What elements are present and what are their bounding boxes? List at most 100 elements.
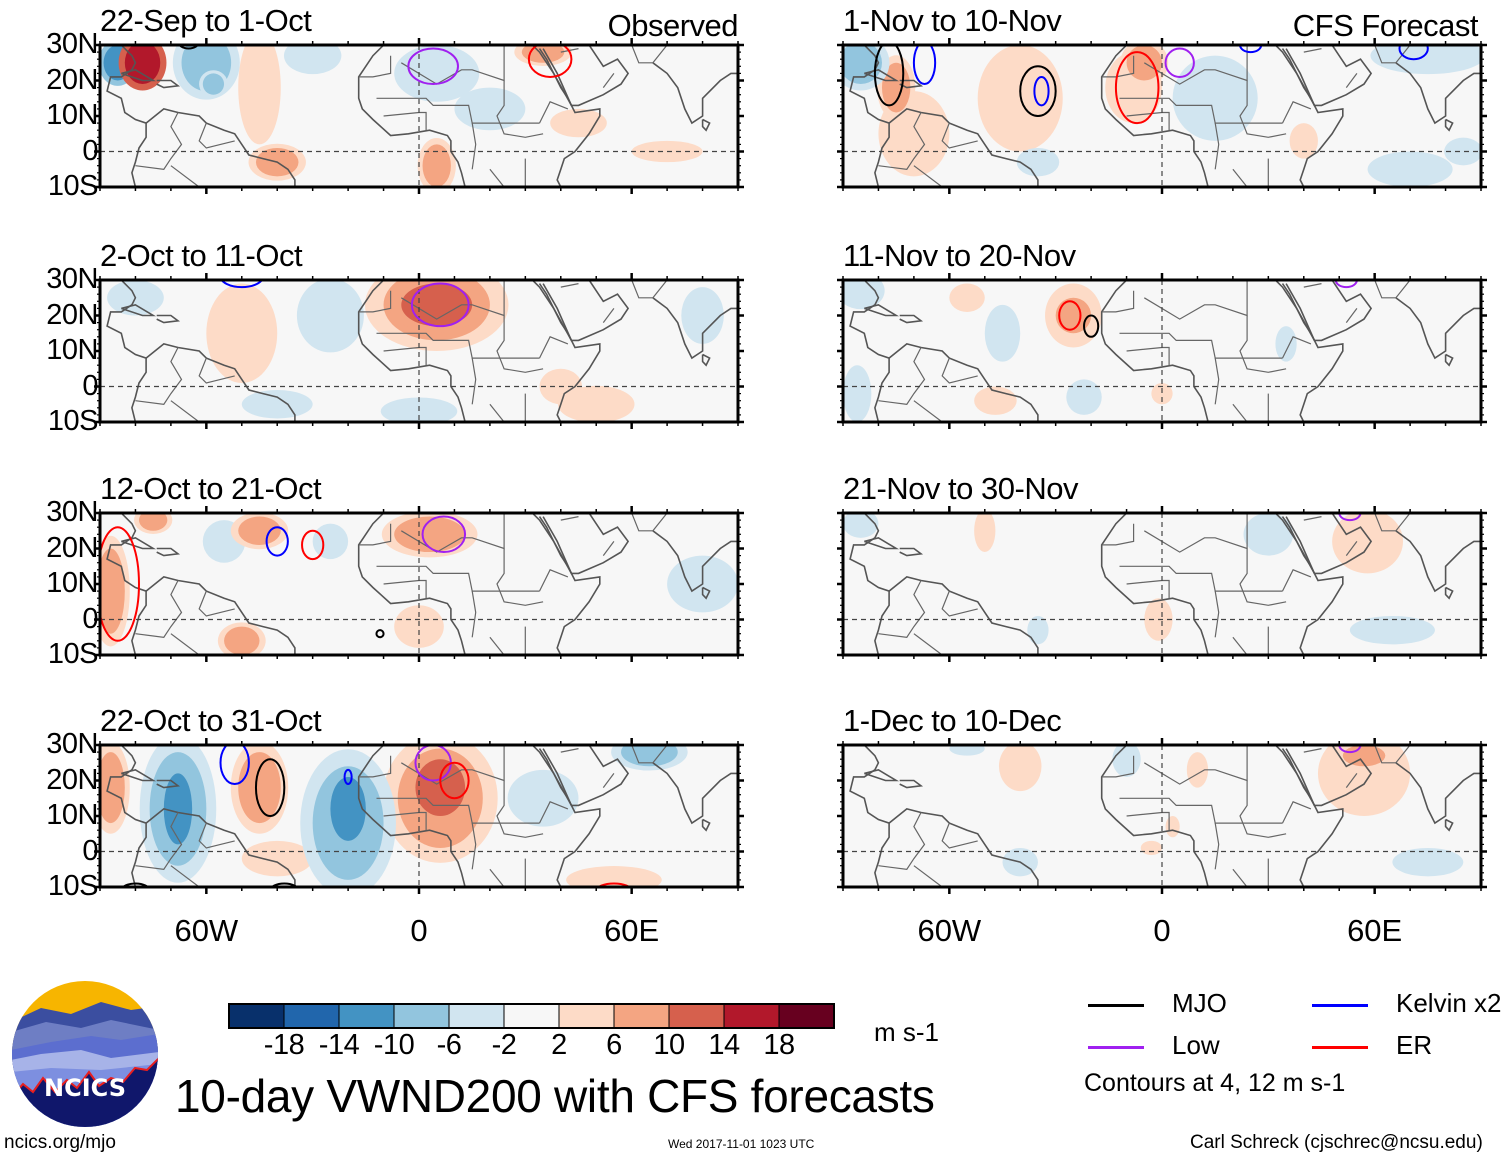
anomaly-region: [206, 283, 278, 383]
coastline: [1285, 280, 1373, 342]
anomaly-region: [241, 390, 313, 419]
coastline: [701, 586, 711, 600]
contour-kelvin-x2: [265, 526, 289, 557]
anomaly-region: [1332, 513, 1404, 574]
coastline: [1395, 530, 1481, 593]
legend-label: Low: [1172, 1030, 1220, 1060]
timestamp: Wed 2017-11-01 1023 UTC: [668, 1137, 815, 1151]
anomaly-region: [454, 87, 526, 131]
anomaly-region: [1112, 745, 1141, 777]
coastline: [1336, 894, 1340, 905]
y-tick-label: 10N: [46, 567, 98, 599]
country-border: [1143, 45, 1248, 85]
x-tick-label: 0: [410, 913, 428, 948]
country-border: [1101, 523, 1135, 546]
anomaly-region: [1392, 847, 1464, 877]
chart-title: 10-day VWND200 with CFS forecasts: [175, 1070, 935, 1122]
contour-mjo: [873, 45, 905, 107]
country-border: [1214, 591, 1220, 638]
anomaly-region: [1367, 151, 1453, 187]
country-border: [913, 633, 943, 655]
colorbar-swatch: [393, 1003, 450, 1029]
coastline: [1444, 818, 1454, 832]
x-tick-label: 60E: [1347, 913, 1403, 948]
anomaly-region: [1342, 745, 1386, 767]
coastline: [1336, 662, 1340, 673]
contour-er: [439, 761, 470, 800]
country-border: [538, 569, 569, 592]
country-border: [1281, 336, 1312, 359]
country-border: [602, 73, 615, 88]
country-border: [170, 865, 200, 887]
contour-note: Contours at 4, 12 m s-1: [1084, 1069, 1346, 1097]
colorbar-swatch: [228, 1003, 285, 1029]
panel-title: 1-Nov to 10-Nov: [843, 3, 1062, 38]
country-border: [1119, 565, 1283, 592]
x-tick-label: 60W: [917, 913, 982, 948]
country-border: [1374, 280, 1411, 299]
colorbar-tick-label: -2: [491, 1029, 517, 1061]
y-tick-label: 10N: [46, 99, 98, 131]
anomaly-region: [312, 523, 349, 560]
country-border: [376, 565, 540, 592]
country-border: [400, 45, 505, 85]
y-tick-label: 0: [82, 602, 98, 635]
coastline: [593, 194, 597, 205]
panel-title: 22-Oct to 31-Oct: [100, 703, 322, 738]
country-border: [1214, 123, 1220, 170]
country-border: [1281, 101, 1312, 124]
panel-title: 12-Oct to 21-Oct: [100, 471, 322, 506]
y-tick-label: 20N: [46, 763, 98, 796]
coastline: [899, 79, 924, 89]
anomaly-region: [949, 283, 985, 312]
y-tick-label: 20N: [46, 298, 98, 331]
country-border: [170, 633, 200, 655]
country-border: [376, 332, 540, 359]
country-border: [1119, 797, 1283, 824]
website-link[interactable]: ncics.org/mjo: [4, 1132, 116, 1153]
coastline: [542, 745, 630, 807]
country-border: [489, 168, 505, 187]
coastline: [888, 576, 1039, 655]
country-border: [496, 315, 544, 373]
panel-map: [94, 273, 744, 429]
coastline: [1285, 513, 1373, 575]
country-border: [383, 346, 427, 366]
y-tick-label: 30N: [46, 28, 98, 60]
contour-low: [1338, 513, 1362, 522]
contour-mjo: [375, 629, 385, 639]
anomaly-region: [390, 400, 448, 422]
anomaly-region: [1165, 816, 1180, 838]
country-border: [631, 745, 668, 764]
panel-map: [94, 506, 744, 662]
country-border: [496, 780, 544, 838]
coastline: [156, 547, 181, 557]
coastline: [652, 530, 738, 593]
anomaly-region: [567, 390, 625, 419]
logo-text: NCICS: [44, 1074, 126, 1102]
colorbar-frame: [228, 1003, 835, 1029]
y-tick-label: 10S: [47, 870, 99, 902]
coastline: [1336, 429, 1340, 440]
colorbar-tick-label: 18: [763, 1029, 795, 1061]
coastline: [1395, 762, 1481, 825]
legend-label: MJO: [1172, 988, 1227, 1018]
coastline: [701, 818, 711, 832]
country-border: [941, 590, 978, 617]
coastline: [1444, 118, 1454, 132]
anomaly-region: [238, 752, 281, 824]
anomaly-region: [1275, 326, 1297, 362]
coastline: [888, 108, 1039, 187]
country-border: [496, 80, 544, 138]
panel-map: [837, 738, 1487, 894]
coastline: [701, 353, 711, 367]
x-tick-label: 0: [1153, 913, 1171, 948]
coastline: [1285, 745, 1373, 807]
country-border: [1119, 332, 1283, 359]
legend-swatch-er: [1312, 1046, 1368, 1049]
anomaly-region: [163, 773, 193, 845]
colorbar-swatch: [448, 1003, 505, 1029]
coastline: [121, 68, 157, 82]
panel-title: 1-Dec to 10-Dec: [843, 703, 1062, 738]
country-border: [376, 797, 540, 824]
